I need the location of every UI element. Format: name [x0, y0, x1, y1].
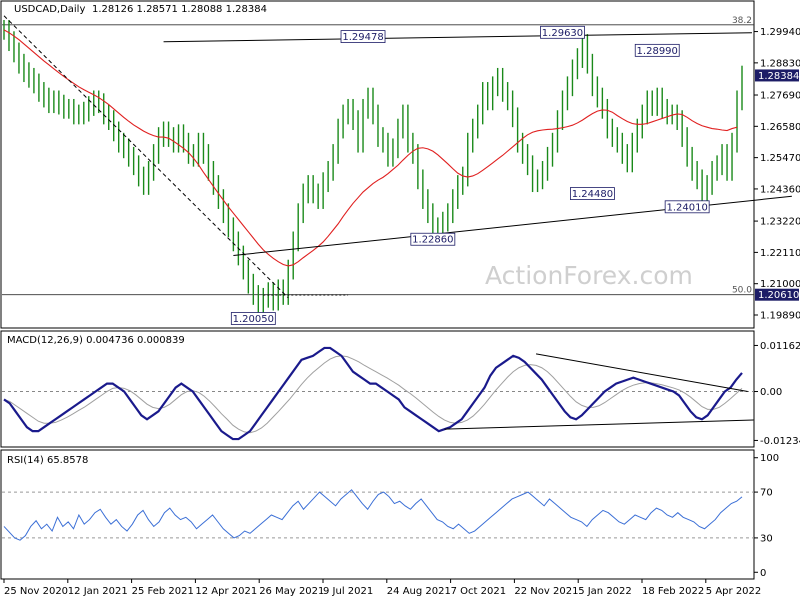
- price-annotation-box: [540, 25, 585, 39]
- date-tick-label: 7 Oct 2021: [451, 586, 506, 597]
- price-tick-label: 1.24360: [760, 184, 800, 195]
- rsi-tick-label: 70: [760, 488, 773, 499]
- price-annotation-label: 1.29478: [342, 32, 383, 43]
- macd-tick-label: 0.011629: [760, 341, 800, 352]
- price-annotation-label: 1.28990: [637, 46, 678, 57]
- macd-line: [3, 346, 743, 441]
- rsi-layer: [2, 489, 754, 541]
- price-annotation-label: 1.24480: [572, 189, 613, 200]
- price-tick-label: 1.29940: [760, 27, 800, 38]
- price-annotation-label: 1.20050: [233, 314, 274, 325]
- price-highlight-label: 1.20610: [758, 290, 799, 301]
- price-annotation-box: [570, 187, 615, 200]
- date-tick-label: 25 Feb 2021: [132, 586, 194, 597]
- fib-level-label: 50.0: [732, 286, 752, 296]
- price-highlight-label: 1.28384: [758, 71, 799, 82]
- price-highlight-box: [755, 288, 799, 301]
- rsi-tick-label: 30: [760, 533, 773, 544]
- date-tick-label: 26 May 2021: [259, 586, 324, 597]
- price-annotation-box: [410, 232, 456, 246]
- price-layer: 38.2 50.0 1.29478 1.29630 1.28990 1.24480 1.24…: [2, 15, 799, 325]
- date-tick-label: 24 Aug 2021: [387, 586, 451, 597]
- rsi-axis: 100 70 30 0: [754, 453, 779, 579]
- macd-trendline: [535, 353, 748, 393]
- rsi-tick-label: 100: [760, 453, 779, 464]
- date-tick-label: 22 Nov 2021: [514, 586, 578, 597]
- rsi-tick-label: 0: [760, 568, 766, 579]
- price-trendline: [163, 32, 752, 43]
- price-annotation-label: 1.22860: [412, 235, 453, 246]
- macd-layer: [2, 346, 754, 441]
- macd-signal-line: [3, 355, 743, 434]
- price-tick-label: 1.27690: [760, 91, 800, 102]
- price-annotation-box: [340, 30, 386, 43]
- price-tick-label: 1.25470: [760, 153, 800, 164]
- price-annotation-box: [230, 312, 276, 325]
- date-tick-label: 25 Nov 2020: [4, 586, 68, 597]
- macd-panel-frame: [0, 330, 755, 448]
- price-annotation-box: [664, 200, 710, 214]
- price-annotation-label: 1.24010: [666, 202, 707, 213]
- date-tick-label: 12 Jan 2021: [68, 586, 128, 597]
- macd-tick-label: -0.012348: [760, 436, 800, 447]
- price-tick-label: 1.26580: [760, 122, 800, 133]
- price-panel-title: USDCAD,Daily: [14, 4, 85, 15]
- watermark: ActionForex.com: [485, 261, 693, 290]
- macd-tick-label: 0.00: [760, 387, 782, 398]
- date-tick-label: 9 Jul 2021: [323, 586, 373, 597]
- price-tick-label: 1.23220: [760, 217, 800, 228]
- price-tick-label: 1.22110: [760, 248, 800, 259]
- price-panel-frame: [0, 0, 755, 329]
- price-tick-label: 1.28830: [760, 58, 800, 69]
- fib-level-label: 38.2: [732, 16, 752, 26]
- date-tick-label: 5 Apr 2022: [706, 586, 761, 597]
- price-tick-label: 1.19890: [760, 311, 800, 322]
- price-annotation-box: [634, 43, 680, 57]
- rsi-panel: RSI(14) 65.8578 100 70 30 0: [0, 449, 779, 580]
- rsi-panel-frame: [0, 449, 755, 580]
- price-axis: 1.29940 1.28830 1.27690 1.26580 1.25470 1.243…: [754, 27, 800, 322]
- macd-panel-title: MACD(12,26,9) 0.004736 0.000839: [7, 335, 185, 346]
- rsi-panel-title: RSI(14) 65.8578: [7, 455, 88, 466]
- date-tick-label: 5 Jan 2022: [578, 586, 632, 597]
- moving-average-line: [3, 29, 738, 267]
- price-tick-label: 1.21000: [760, 279, 800, 290]
- date-tick-label: 18 Feb 2022: [642, 586, 704, 597]
- rsi-line: [3, 489, 743, 541]
- price-annotation-label: 1.29630: [542, 28, 583, 39]
- date-axis: 25 Nov 2020 12 Jan 2021 25 Feb 2021 12 Apr …: [3, 579, 761, 597]
- date-tick-label: 12 Apr 2021: [195, 586, 257, 597]
- price-panel-ohlc: 1.28126 1.28571 1.28088 1.28384: [92, 4, 267, 15]
- macd-panel: MACD(12,26,9) 0.004736 0.000839 0.011629…: [0, 330, 800, 448]
- price-trendline: [3, 15, 289, 299]
- macd-trendline: [444, 419, 754, 430]
- macd-axis: 0.011629 0.00 -0.012348: [754, 341, 800, 447]
- price-highlight-box: [755, 69, 799, 82]
- price-panel: USDCAD,Daily 1.28126 1.28571 1.28088 1.2…: [0, 0, 800, 329]
